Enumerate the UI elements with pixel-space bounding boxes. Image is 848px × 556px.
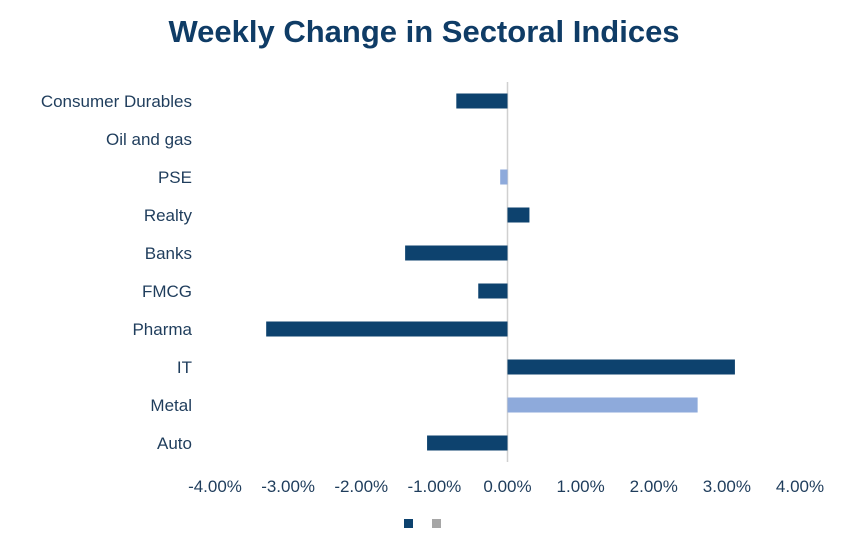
x-tick-label: 4.00% — [776, 477, 824, 496]
chart-title: Weekly Change in Sectoral Indices — [168, 14, 680, 49]
bar-pharma — [266, 321, 508, 337]
category-label: Consumer Durables — [41, 92, 192, 111]
x-tick-label: 3.00% — [703, 477, 751, 496]
category-label: IT — [177, 358, 192, 377]
legend-marker-2 — [432, 519, 441, 528]
bar-pse — [500, 169, 508, 185]
category-label: PSE — [158, 168, 192, 187]
x-tick-label: -3.00% — [261, 477, 315, 496]
x-tick-label: -4.00% — [188, 477, 242, 496]
bar-it — [507, 359, 735, 375]
category-label: Auto — [157, 434, 192, 453]
bar-banks — [405, 245, 508, 261]
x-tick-label: 1.00% — [557, 477, 605, 496]
bar-auto — [427, 435, 508, 451]
category-label: Pharma — [132, 320, 192, 339]
category-label: Realty — [144, 206, 193, 225]
category-label: Oil and gas — [106, 130, 192, 149]
category-label: Banks — [145, 244, 192, 263]
bar-realty — [507, 207, 530, 223]
bar-consumer-durables — [456, 93, 508, 109]
category-label: Metal — [150, 396, 192, 415]
x-tick-label: 2.00% — [630, 477, 678, 496]
bar-fmcg — [478, 283, 508, 299]
bar-metal — [507, 397, 698, 413]
x-tick-label: -1.00% — [407, 477, 461, 496]
legend-marker-1 — [404, 519, 413, 528]
x-tick-label: -2.00% — [334, 477, 388, 496]
category-label: FMCG — [142, 282, 192, 301]
x-tick-label: 0.00% — [483, 477, 531, 496]
